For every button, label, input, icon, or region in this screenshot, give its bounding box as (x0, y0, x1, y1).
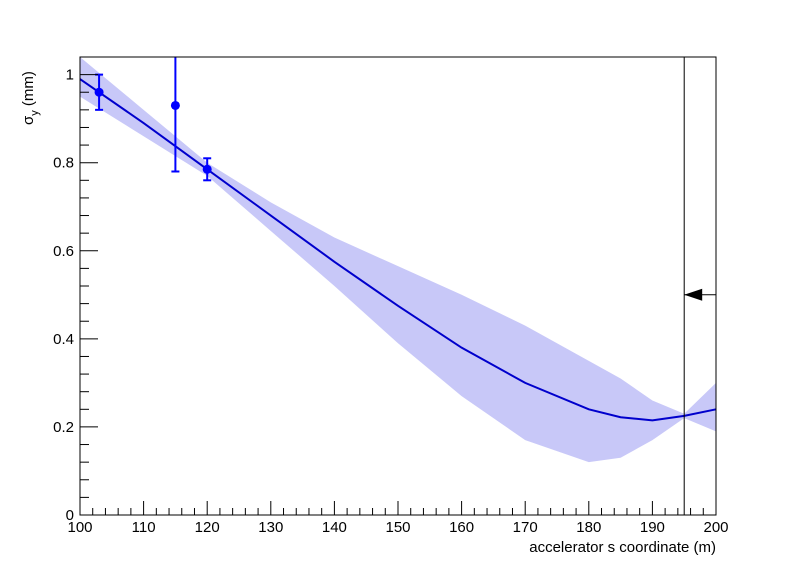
data-point (94, 87, 104, 97)
arrow-head (684, 288, 703, 301)
confidence-band (80, 57, 716, 463)
x-tick-label: 140 (322, 519, 347, 536)
x-tick-label: 160 (449, 519, 474, 536)
x-tick-label: 110 (132, 519, 156, 536)
x-tick-label: 150 (385, 519, 410, 536)
data-point (170, 100, 180, 110)
y-tick-label: 0.4 (53, 331, 74, 348)
x-tick-label: 200 (703, 519, 728, 536)
y-tick-label: 1 (66, 67, 74, 84)
y-tick-label: 0.8 (53, 155, 74, 172)
y-tick-label: 0.6 (53, 243, 74, 260)
y-label-subscript: y (29, 110, 41, 116)
x-axis-label: accelerator s coordinate (m) (529, 539, 716, 556)
y-tick-label: 0.2 (53, 419, 74, 436)
y-label-unit: (mm) (20, 71, 37, 106)
x-tick-label: 100 (67, 519, 92, 536)
data-point (202, 164, 212, 174)
x-tick-label: 170 (513, 519, 538, 536)
x-tick-label: 190 (640, 519, 665, 536)
y-tick-label: 0 (66, 507, 74, 524)
x-tick-label: 180 (576, 519, 601, 536)
y-label-symbol: σ (20, 115, 37, 125)
x-tick-label: 120 (195, 519, 220, 536)
x-tick-label: 130 (258, 519, 283, 536)
y-axis-label: σy (mm) (20, 71, 41, 125)
